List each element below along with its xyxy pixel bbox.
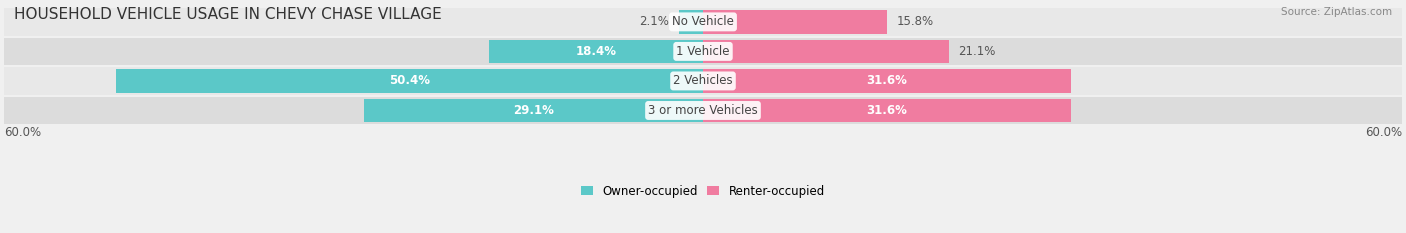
Text: 60.0%: 60.0% (1365, 126, 1402, 139)
FancyBboxPatch shape (703, 10, 887, 34)
Text: 3 or more Vehicles: 3 or more Vehicles (648, 104, 758, 117)
FancyBboxPatch shape (4, 8, 1402, 36)
Text: 18.4%: 18.4% (575, 45, 616, 58)
Text: Source: ZipAtlas.com: Source: ZipAtlas.com (1281, 7, 1392, 17)
FancyBboxPatch shape (364, 99, 703, 122)
FancyBboxPatch shape (679, 10, 703, 34)
Legend: Owner-occupied, Renter-occupied: Owner-occupied, Renter-occupied (576, 180, 830, 203)
FancyBboxPatch shape (4, 97, 1402, 124)
Text: 31.6%: 31.6% (866, 74, 907, 87)
Text: 50.4%: 50.4% (389, 74, 430, 87)
Text: 2 Vehicles: 2 Vehicles (673, 74, 733, 87)
Text: 31.6%: 31.6% (866, 104, 907, 117)
Text: 1 Vehicle: 1 Vehicle (676, 45, 730, 58)
Text: 21.1%: 21.1% (957, 45, 995, 58)
Text: No Vehicle: No Vehicle (672, 15, 734, 28)
Text: 29.1%: 29.1% (513, 104, 554, 117)
FancyBboxPatch shape (703, 69, 1071, 93)
FancyBboxPatch shape (4, 38, 1402, 65)
Text: 2.1%: 2.1% (640, 15, 669, 28)
FancyBboxPatch shape (115, 69, 703, 93)
FancyBboxPatch shape (4, 67, 1402, 95)
FancyBboxPatch shape (703, 99, 1071, 122)
FancyBboxPatch shape (703, 40, 949, 63)
FancyBboxPatch shape (489, 40, 703, 63)
Text: 60.0%: 60.0% (4, 126, 41, 139)
Text: HOUSEHOLD VEHICLE USAGE IN CHEVY CHASE VILLAGE: HOUSEHOLD VEHICLE USAGE IN CHEVY CHASE V… (14, 7, 441, 22)
Text: 15.8%: 15.8% (897, 15, 934, 28)
